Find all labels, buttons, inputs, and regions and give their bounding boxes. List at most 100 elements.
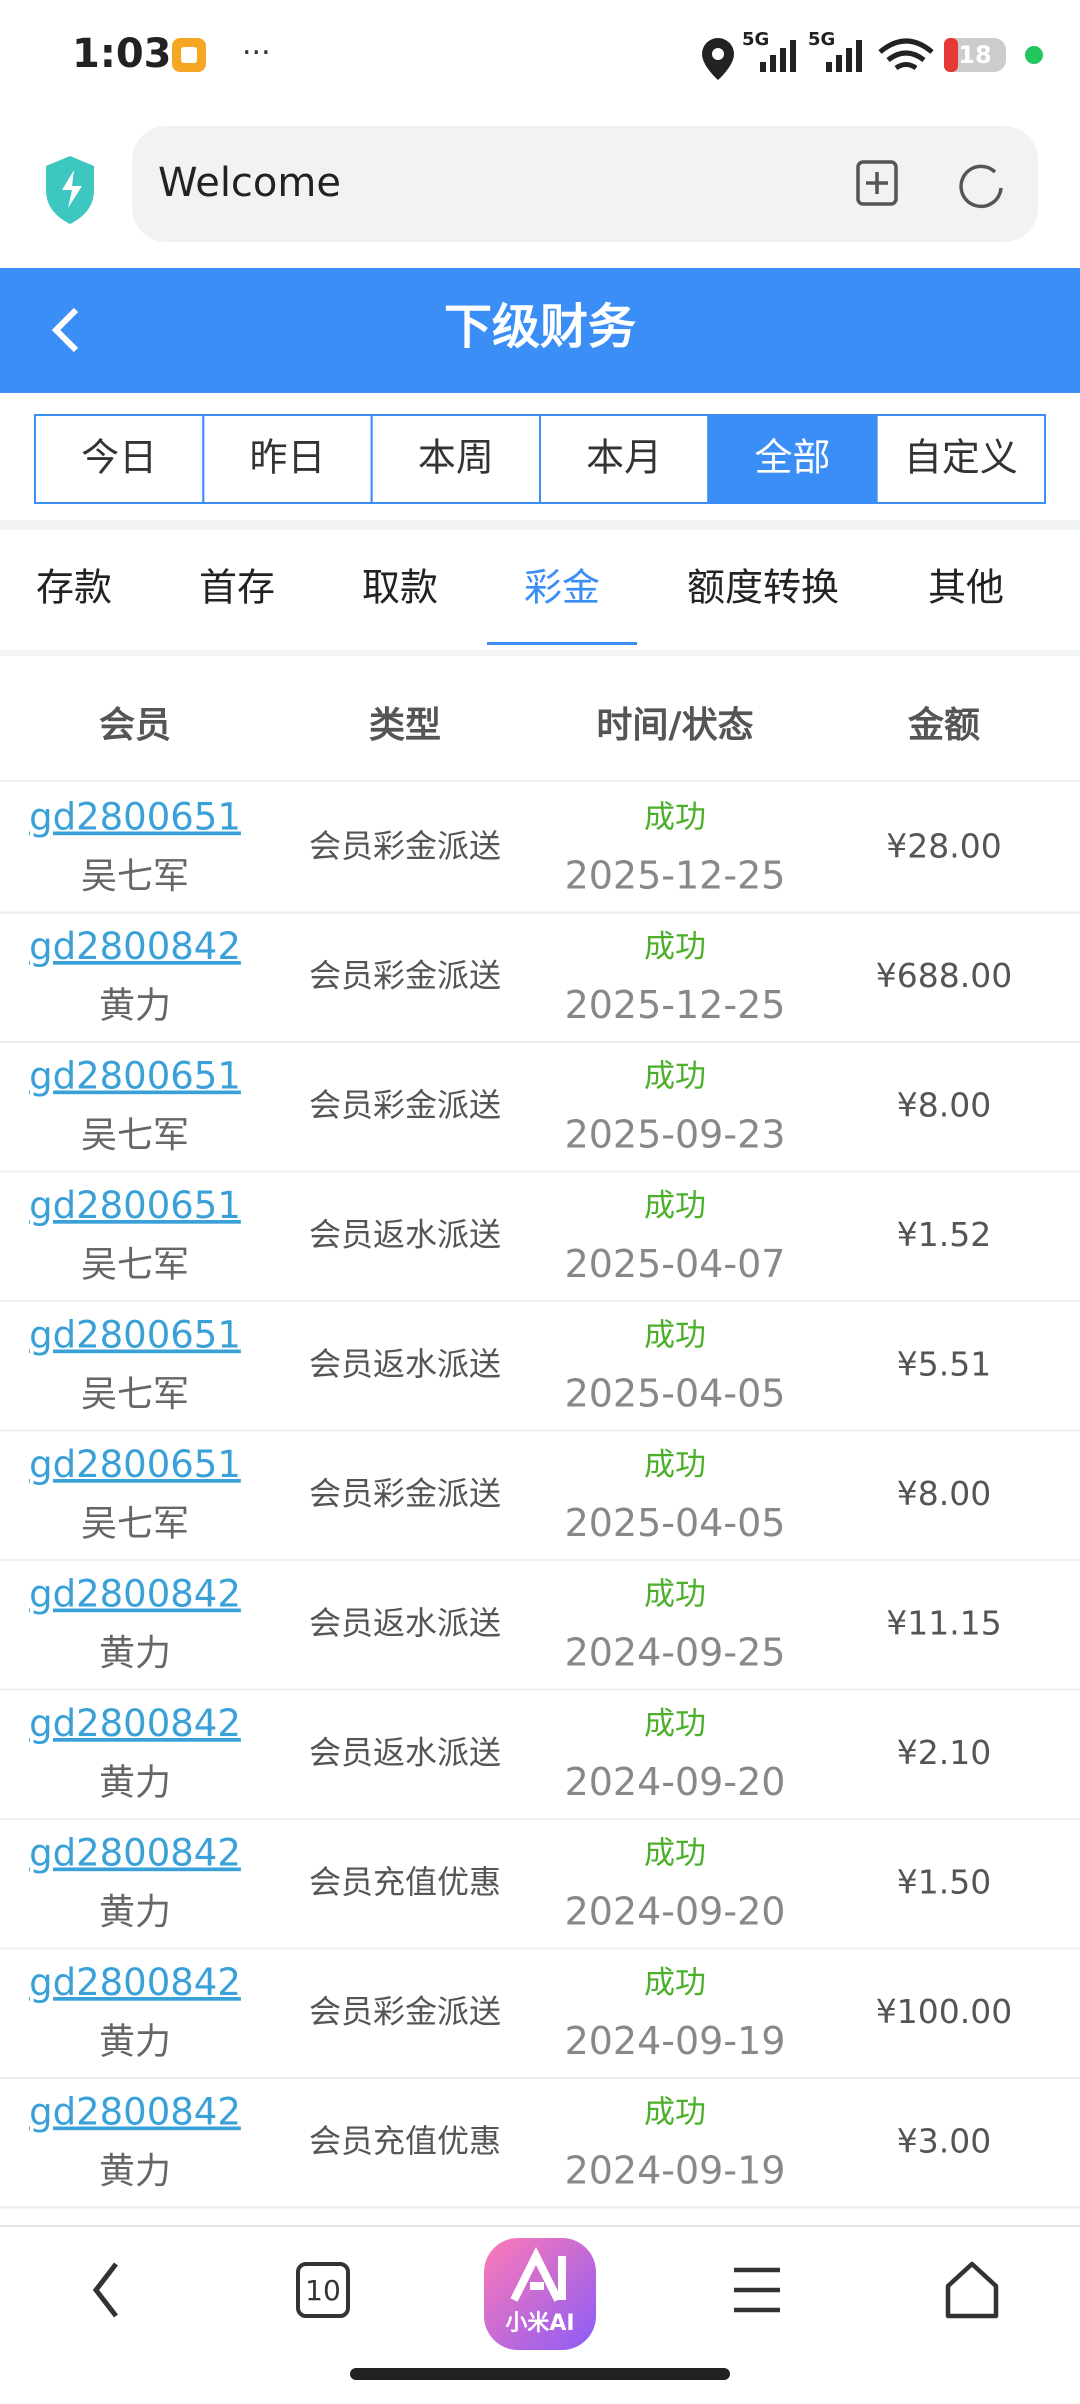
member-id[interactable]: gd2800651 — [29, 1055, 241, 1098]
amount: ¥1.52 — [897, 1215, 991, 1254]
category-tab[interactable]: 取款 — [362, 566, 438, 610]
member-id[interactable]: gd2800651 — [29, 1314, 241, 1357]
type: 会员返水派送 — [309, 1734, 501, 1772]
separator — [0, 650, 1080, 656]
member-id[interactable]: gd2800842 — [29, 2091, 241, 2134]
member-id[interactable]: gd2800842 — [29, 1702, 241, 1745]
date-tab-label: 全部 — [754, 436, 830, 480]
ai-label: 小米AI — [505, 2311, 574, 2336]
column-header: 会员 — [99, 705, 171, 746]
date: 2025-09-23 — [565, 1113, 786, 1157]
status: 成功 — [644, 1188, 706, 1224]
amount: ¥8.00 — [897, 1086, 991, 1125]
category-tab[interactable]: 彩金 — [524, 566, 600, 610]
member-id[interactable]: gd2800842 — [29, 1961, 241, 2004]
member-name: 吴七军 — [81, 1374, 189, 1415]
more-dots: ··· — [242, 36, 271, 71]
back-button[interactable] — [51, 307, 79, 353]
date-tab[interactable] — [202, 414, 373, 504]
amount: ¥2.10 — [897, 1733, 991, 1772]
signal-2 — [826, 40, 862, 72]
date: 2024-09-19 — [565, 2019, 786, 2063]
category-tab[interactable]: 首存 — [199, 566, 275, 610]
type: 会员彩金派送 — [309, 827, 501, 865]
refresh-icon[interactable] — [959, 164, 1003, 209]
header-title: 下级财务 — [444, 299, 636, 355]
category-tab[interactable]: 额度转换 — [687, 566, 839, 610]
amount: ¥1.50 — [897, 1863, 991, 1902]
member-id[interactable]: gd2800842 — [29, 1832, 241, 1875]
shield-bolt — [62, 170, 82, 208]
member-name: 黄力 — [99, 1892, 171, 1933]
status: 成功 — [644, 2095, 706, 2131]
home-button[interactable] — [945, 2261, 999, 2319]
nav-back[interactable] — [92, 2262, 118, 2318]
date: 2025-04-07 — [565, 1242, 786, 1286]
status: 成功 — [644, 1059, 706, 1095]
tabs-button[interactable] — [296, 2262, 350, 2318]
bookmark-icon[interactable] — [856, 160, 898, 206]
date: 2025-12-25 — [565, 854, 786, 898]
battery — [944, 38, 1006, 72]
member-id[interactable]: gd2800651 — [29, 796, 241, 839]
category-tab[interactable]: 存款 — [36, 566, 112, 610]
bookmark-plus — [866, 172, 888, 194]
status-dot — [1025, 46, 1043, 64]
member-name: 吴七军 — [81, 856, 189, 897]
time: 1:03 — [72, 31, 172, 77]
date-tab[interactable] — [34, 414, 205, 504]
column-header: 金额 — [907, 704, 980, 746]
status: 成功 — [644, 1447, 706, 1483]
status: 成功 — [644, 1836, 706, 1872]
location-dot — [712, 48, 724, 60]
url-bar[interactable] — [132, 126, 1038, 242]
category-tab[interactable]: 其他 — [928, 566, 1004, 610]
status: 成功 — [644, 1318, 706, 1354]
column-header: 时间/状态 — [596, 705, 753, 746]
date: 2025-04-05 — [565, 1501, 786, 1545]
tab-underline — [487, 642, 637, 645]
member-name: 吴七军 — [81, 1504, 189, 1545]
date-tab-label: 昨日 — [249, 436, 325, 480]
member-id[interactable]: gd2800842 — [29, 1573, 241, 1616]
member-id[interactable]: gd2800842 — [29, 925, 241, 968]
home-indicator — [350, 2368, 730, 2380]
member-name: 黄力 — [99, 1633, 171, 1674]
battery-text: 18 — [958, 41, 991, 69]
member-name: 黄力 — [99, 1763, 171, 1804]
date: 2024-09-19 — [565, 2149, 786, 2193]
date-tab[interactable] — [539, 414, 710, 504]
date-tab-label: 自定义 — [904, 436, 1018, 480]
type: 会员彩金派送 — [309, 1475, 501, 1513]
ai-button[interactable] — [484, 2238, 596, 2350]
type: 会员充值优惠 — [309, 2122, 501, 2160]
tab-count: 10 — [305, 2274, 341, 2307]
network-label: 5G — [808, 29, 835, 50]
date-tab[interactable] — [875, 414, 1047, 504]
network-label: 5G — [742, 29, 769, 50]
amount: ¥28.00 — [886, 827, 1001, 866]
header — [0, 268, 1080, 393]
separator — [0, 520, 1080, 530]
app-icon-inner — [181, 47, 197, 63]
type: 会员返水派送 — [309, 1345, 501, 1383]
status: 成功 — [644, 1965, 706, 2001]
amount: ¥100.00 — [876, 1992, 1012, 2031]
date: 2024-09-20 — [565, 1890, 786, 1934]
member-name: 黄力 — [99, 2151, 171, 2192]
date-tab-label: 本月 — [586, 436, 662, 480]
member-id[interactable]: gd2800651 — [29, 1184, 241, 1227]
status: 成功 — [644, 1577, 706, 1613]
status: 成功 — [644, 1706, 706, 1742]
member-id[interactable]: gd2800651 — [29, 1443, 241, 1486]
type: 会员返水派送 — [309, 1216, 501, 1254]
amount: ¥11.15 — [886, 1604, 1001, 1643]
battery-level — [944, 38, 958, 72]
member-name: 黄力 — [99, 2022, 171, 2063]
amount: ¥8.00 — [897, 1474, 991, 1513]
signal-1 — [760, 40, 796, 72]
member-name: 吴七军 — [81, 1245, 189, 1286]
menu-button[interactable] — [734, 2267, 780, 2313]
